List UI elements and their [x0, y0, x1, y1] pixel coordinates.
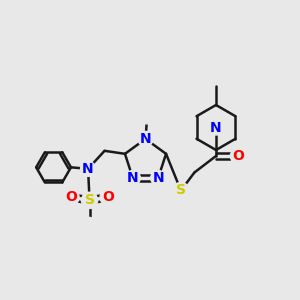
- Text: N: N: [82, 162, 94, 176]
- Circle shape: [208, 120, 224, 135]
- Text: S: S: [85, 193, 94, 207]
- Text: N: N: [127, 171, 139, 185]
- Text: O: O: [102, 190, 114, 204]
- Circle shape: [230, 148, 247, 164]
- Circle shape: [85, 218, 94, 226]
- Circle shape: [81, 161, 96, 176]
- Text: O: O: [232, 149, 244, 163]
- Circle shape: [138, 131, 153, 146]
- Circle shape: [82, 192, 98, 208]
- Circle shape: [173, 182, 189, 199]
- Text: N: N: [152, 171, 164, 185]
- Circle shape: [151, 170, 166, 185]
- Circle shape: [63, 189, 79, 206]
- Text: S: S: [176, 184, 186, 197]
- Circle shape: [142, 115, 152, 124]
- Text: N: N: [210, 121, 222, 134]
- Circle shape: [125, 170, 140, 185]
- Circle shape: [100, 189, 116, 206]
- Text: O: O: [65, 190, 77, 204]
- Text: N: N: [140, 132, 151, 146]
